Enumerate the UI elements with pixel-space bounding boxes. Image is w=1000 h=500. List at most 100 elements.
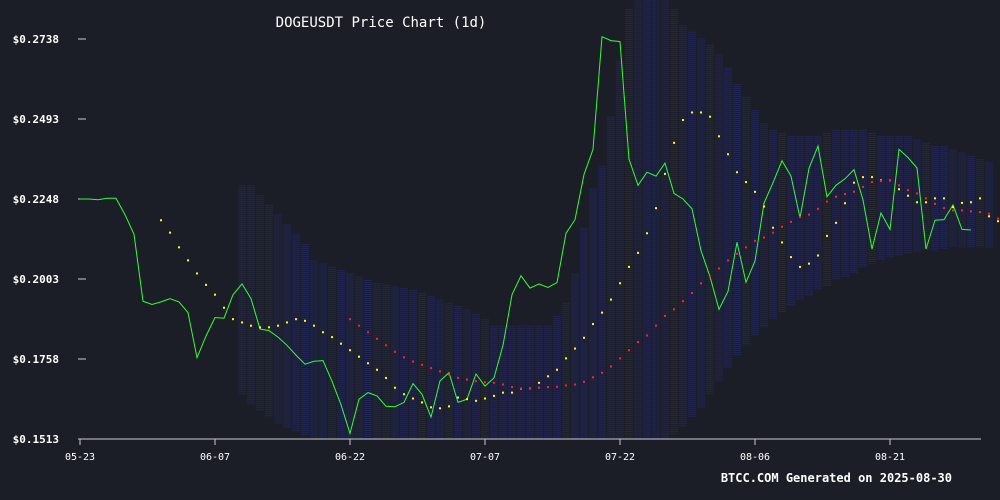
sma-long-point [412, 360, 414, 363]
sma-short-point [601, 311, 603, 314]
x-tick-label: 05-23 [65, 452, 95, 463]
sma-short-point [538, 381, 540, 384]
sma-long-point [817, 207, 819, 210]
sma-short-point [403, 393, 405, 396]
chart-title: DOGEUSDT Price Chart (1d) [276, 15, 487, 31]
sma-long-point [538, 386, 540, 389]
sma-long-point [997, 217, 999, 220]
y-axis-ticks: $0.2738 $0.2493 $0.2248 $0.2003 $0.1758 $0.15… [13, 33, 86, 446]
sma-long-point [403, 356, 405, 359]
sma-short-point [763, 205, 765, 208]
sma-long-point [448, 373, 450, 376]
x-tick-label: 06-22 [335, 452, 365, 463]
sma-short-point [637, 251, 639, 254]
sma-short-point [655, 207, 657, 210]
sma-long-point [916, 192, 918, 195]
sma-long-point [934, 202, 936, 205]
sma-short-point [718, 135, 720, 138]
sma-long-point [637, 341, 639, 344]
sma-short-point [205, 283, 207, 286]
sma-long-point [349, 318, 351, 321]
sma-long-point [529, 387, 531, 390]
sma-short-point [691, 111, 693, 114]
sma-short-point [475, 399, 477, 402]
sma-long-point [583, 380, 585, 383]
sma-long-point [574, 383, 576, 386]
sma-short-point [358, 355, 360, 358]
sma-short-point [493, 394, 495, 397]
sma-long-point [385, 344, 387, 347]
sma-long-point [889, 179, 891, 182]
sma-long-point [862, 185, 864, 188]
sma-short-point [898, 188, 900, 191]
sma-short-point [961, 201, 963, 204]
sma-long-point [952, 209, 954, 212]
sma-short-point [286, 321, 288, 324]
sma-long-point [907, 189, 909, 192]
sma-short-point [223, 306, 225, 309]
sma-short-point [952, 206, 954, 209]
sma-short-point [673, 141, 675, 144]
sma-short-point [871, 176, 873, 179]
sma-long-point [376, 337, 378, 340]
sma-short-point [772, 226, 774, 229]
sma-long-point [790, 220, 792, 223]
sma-long-point [394, 350, 396, 353]
bollinger-band [238, 0, 993, 439]
sma-short-point [556, 368, 558, 371]
sma-short-point [178, 246, 180, 249]
sma-long-point [484, 381, 486, 384]
sma-short-point [808, 262, 810, 265]
sma-short-point [943, 197, 945, 200]
sma-short-point [853, 181, 855, 184]
sma-long-point [466, 378, 468, 381]
sma-long-point [457, 376, 459, 379]
sma-long-point [421, 363, 423, 366]
sma-short-point [466, 398, 468, 401]
sma-short-point [574, 347, 576, 350]
sma-short-point [790, 256, 792, 259]
sma-short-point [421, 401, 423, 404]
sma-short-point [340, 342, 342, 345]
sma-long-point [979, 211, 981, 214]
sma-short-point [709, 115, 711, 118]
sma-long-point [709, 275, 711, 278]
y-tick-label: $0.2738 [13, 33, 59, 46]
sma-long-point [358, 324, 360, 327]
sma-short-point [502, 391, 504, 394]
sma-long-point [646, 334, 648, 337]
x-tick-label: 06-07 [200, 452, 230, 463]
sma-short-point [349, 349, 351, 352]
sma-short-point [385, 376, 387, 379]
y-tick-label: $0.2248 [13, 193, 59, 206]
sma-short-point [646, 232, 648, 235]
sma-short-point [799, 265, 801, 268]
sma-short-point [313, 324, 315, 327]
sma-long-point [367, 331, 369, 334]
sma-short-point [448, 405, 450, 408]
sma-long-point [961, 209, 963, 212]
sma-short-point [664, 172, 666, 175]
sma-long-point [718, 267, 720, 270]
sma-long-point [556, 385, 558, 388]
sma-short-point [934, 197, 936, 200]
sma-short-point [367, 362, 369, 365]
sma-long-point [808, 213, 810, 216]
sma-short-point [610, 298, 612, 301]
y-tick-label: $0.2003 [13, 273, 59, 286]
y-tick-label: $0.2493 [13, 113, 59, 126]
footer-credit: BTCC.COM Generated on 2025-08-30 [721, 471, 952, 485]
sma-short-point [844, 202, 846, 205]
sma-long-point [727, 259, 729, 262]
sma-short-point [754, 190, 756, 193]
sma-short-point [259, 326, 261, 329]
sma-long-point [844, 193, 846, 196]
sma-short-point [628, 265, 630, 268]
sma-short-point [394, 386, 396, 389]
sma-short-point [484, 397, 486, 400]
sma-short-point [214, 293, 216, 296]
sma-long-point [835, 195, 837, 198]
sma-short-point [565, 357, 567, 360]
sma-short-point [619, 282, 621, 285]
